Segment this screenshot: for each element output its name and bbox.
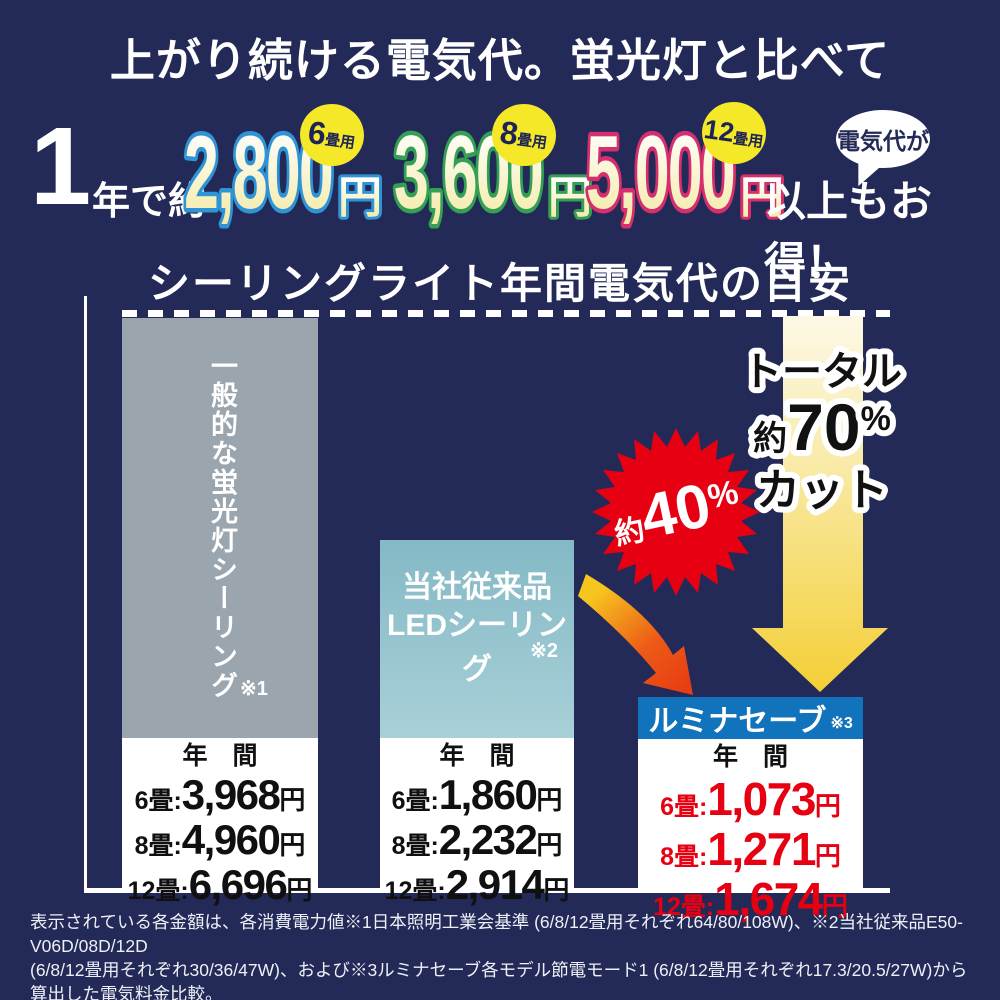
footnote-ref-3: ※3 <box>830 715 853 732</box>
period-label: 年 間 <box>439 742 515 770</box>
price-unit: 円 <box>548 173 592 222</box>
save40-text: 約40% <box>606 464 747 558</box>
row-value: 6,696 <box>188 860 288 908</box>
row-unit: 円 <box>814 840 841 871</box>
value-row: 12畳: 2,914 円 <box>380 860 574 908</box>
row-unit: 円 <box>536 784 563 815</box>
footnote: 表示されている各金額は、各消費電力値※1日本照明工業会基準 (6/8/12畳用そ… <box>30 910 980 1000</box>
row-unit: 円 <box>279 784 306 815</box>
total-cut-line3: カット <box>756 466 888 515</box>
total-cut-line2: 約70% <box>753 390 891 464</box>
row-unit: 円 <box>543 874 570 905</box>
row-value: 4,960 <box>181 815 281 863</box>
row-unit: 円 <box>286 874 313 905</box>
row-value: 3,968 <box>181 770 281 818</box>
badge-suffix: 畳用 <box>324 130 357 152</box>
value-row: 8畳: 4,960 円 <box>122 815 318 863</box>
value-row: 12畳: 6,696 円 <box>122 860 318 908</box>
value-row: 8畳: 1,271 円 <box>638 826 863 872</box>
value-box-previous-led: 年 間 6畳: 1,860 円 8畳: 2,232 円 12畳: 2,914 円 <box>380 738 574 905</box>
lead-number: 1 <box>30 105 92 228</box>
row-size: 12畳: <box>127 876 189 905</box>
row-value: 1,271 <box>707 822 816 875</box>
price-unit: 円 <box>740 173 784 222</box>
x-axis-baseline <box>84 888 890 893</box>
y-axis-line <box>84 296 87 893</box>
save40-curved-arrow <box>578 574 693 695</box>
total-cut-value: 70 <box>787 390 860 464</box>
speech-bubble: 電気代が <box>836 110 930 168</box>
row-unit: 円 <box>536 829 563 860</box>
price-unit: 円 <box>338 173 382 222</box>
row-unit: 円 <box>821 890 848 921</box>
bar-luminasave-header: ルミナセーブ ※3 <box>638 697 863 739</box>
badge-suffix: 畳用 <box>516 130 549 152</box>
save40-value: 40 <box>635 471 717 553</box>
row-size: 6畳: <box>134 786 182 815</box>
value-row: 8畳: 2,232 円 <box>380 815 574 863</box>
chart-title: シーリングライト年間電気代の目安 <box>147 260 852 307</box>
value-box-luminasave: 年 間 6畳: 1,073 円 8畳: 1,271 円 12畳: 1,674 円 <box>638 739 863 922</box>
row-size: 8畳: <box>660 842 708 871</box>
row-unit: 円 <box>279 829 306 860</box>
bar-previous-led <box>380 540 574 738</box>
row-size: 12畳: <box>384 876 446 905</box>
value-row: 6畳: 3,968 円 <box>122 770 318 818</box>
row-size: 6畳: <box>391 786 439 815</box>
bar-luminasave-name: ルミナセーブ <box>648 705 827 738</box>
row-size: 8畳: <box>134 831 182 860</box>
bar-fluorescent-label: 一般的な蛍光灯シーリング <box>207 352 237 700</box>
period-label: 年 間 <box>182 742 258 770</box>
save40-prefix: 約 <box>612 513 648 552</box>
row-value: 1,073 <box>707 772 816 825</box>
save40-starburst <box>592 428 760 596</box>
row-size: 12畳: <box>653 892 715 921</box>
total-cut-unit: % <box>861 400 891 438</box>
footnote-line-1: 表示されている各金額は、各消費電力値※1日本照明工業会基準 (6/8/12畳用そ… <box>30 912 963 956</box>
page-title: 上がり続ける電気代。蛍光灯と比べて <box>109 34 891 87</box>
row-value: 2,232 <box>438 815 538 863</box>
bar-previous-led-label-1: 当社従来品 <box>402 571 552 604</box>
value-row: 6畳: 1,073 円 <box>638 776 863 822</box>
total-cut-arrow <box>752 316 888 692</box>
badge-number: 12 <box>702 113 737 148</box>
row-size: 6畳: <box>660 792 708 821</box>
row-value: 1,860 <box>438 770 538 818</box>
row-value: 1,674 <box>714 872 823 925</box>
period-label: 年 間 <box>712 743 788 771</box>
reference-dashed-line <box>122 310 890 317</box>
value-row: 12畳: 1,674 円 <box>638 876 863 922</box>
savings-suffix-text: 以上もお得！ <box>764 177 933 287</box>
footnote-ref-2: ※2 <box>530 640 558 662</box>
total-cut-prefix: 約 <box>753 420 787 458</box>
badge-suffix: 畳用 <box>732 129 765 151</box>
bar-fluorescent <box>122 318 318 738</box>
value-row: 6畳: 1,860 円 <box>380 770 574 818</box>
total-cut-line1: トータル <box>742 350 902 394</box>
save40-unit: % <box>704 473 741 516</box>
row-unit: 円 <box>814 790 841 821</box>
row-value: 2,914 <box>445 860 545 908</box>
row-size: 8畳: <box>391 831 439 860</box>
bar-previous-led-label-2: LEDシーリング <box>387 609 567 686</box>
footnote-ref-1: ※1 <box>240 678 268 700</box>
lead-text: 年で約 <box>92 178 207 223</box>
value-box-fluorescent: 年 間 6畳: 3,968 円 8畳: 4,960 円 12畳: 6,696 円 <box>122 738 318 905</box>
footnote-line-2: (6/8/12畳用それぞれ30/36/47W)、および※3ルミナセーブ各モデル節… <box>30 960 968 1000</box>
